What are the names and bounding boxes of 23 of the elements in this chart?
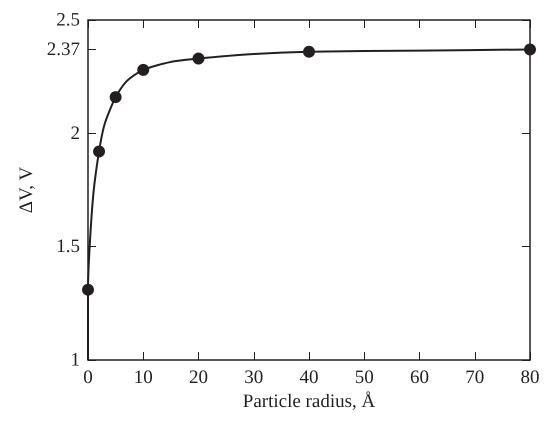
x-tick-label: 70 — [465, 367, 484, 388]
y-tick-label: 1.5 — [56, 236, 80, 258]
x-tick-label: 80 — [520, 367, 540, 388]
point — [524, 43, 536, 56]
x-tick-label: 60 — [410, 367, 429, 388]
point — [303, 46, 315, 58]
y-tick-label: 1 — [70, 350, 80, 370]
x-tick-label: 0 — [83, 367, 93, 388]
x-tick-label: 10 — [134, 367, 153, 388]
y-axis-title: ΔV, V — [16, 166, 37, 214]
point — [137, 64, 150, 76]
point — [110, 91, 122, 104]
y-tick-label: 2.5 — [56, 10, 80, 30]
point — [192, 52, 204, 65]
y-tick-label: 2 — [70, 122, 80, 144]
x-tick-label: 20 — [189, 367, 208, 388]
x-tick-label: 40 — [300, 367, 318, 388]
x-axis-title: Particle radius, Å — [242, 391, 376, 412]
point — [82, 284, 94, 296]
x-tick-label: 30 — [244, 367, 264, 388]
x-tick-label: 50 — [354, 367, 374, 388]
y-tick-label: 2.37 — [46, 38, 80, 60]
point — [93, 145, 106, 158]
